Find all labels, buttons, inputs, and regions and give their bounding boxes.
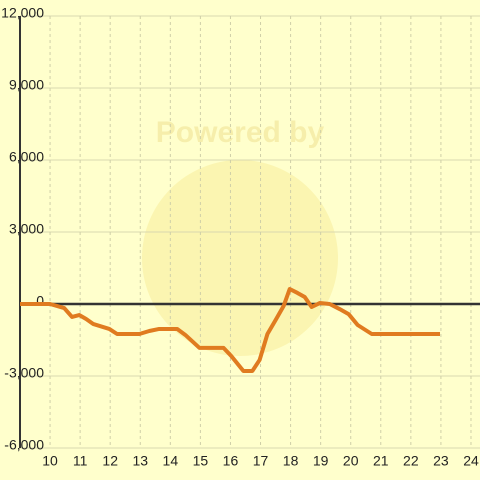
x-tick-label: 21	[373, 453, 389, 469]
x-tick-label: 10	[42, 453, 58, 469]
y-tick-label: -6,000	[4, 437, 44, 453]
x-tick-label: 12	[102, 453, 118, 469]
x-tick-label: 19	[313, 453, 329, 469]
x-tick-label: 14	[163, 453, 179, 469]
y-tick-label: 3,000	[9, 221, 44, 237]
watermark-logo	[142, 160, 338, 356]
x-tick-label: 24	[463, 453, 479, 469]
x-tick-label: 15	[193, 453, 209, 469]
y-tick-label: 0	[36, 293, 44, 309]
x-tick-label: 18	[283, 453, 299, 469]
x-tick-label: 23	[433, 453, 449, 469]
y-tick-label: 12,000	[1, 5, 44, 21]
y-tick-label: 9,000	[9, 77, 44, 93]
x-tick-label: 11	[73, 453, 88, 469]
x-tick-label: 13	[132, 453, 148, 469]
x-tick-label: 16	[223, 453, 239, 469]
x-tick-label: 20	[343, 453, 359, 469]
x-tick-label: 22	[403, 453, 419, 469]
y-tick-label: 6,000	[9, 149, 44, 165]
y-tick-label: -3,000	[4, 365, 44, 381]
data-line	[20, 287, 441, 373]
watermark: Powered by	[156, 116, 325, 149]
x-tick-label: 17	[253, 453, 269, 469]
